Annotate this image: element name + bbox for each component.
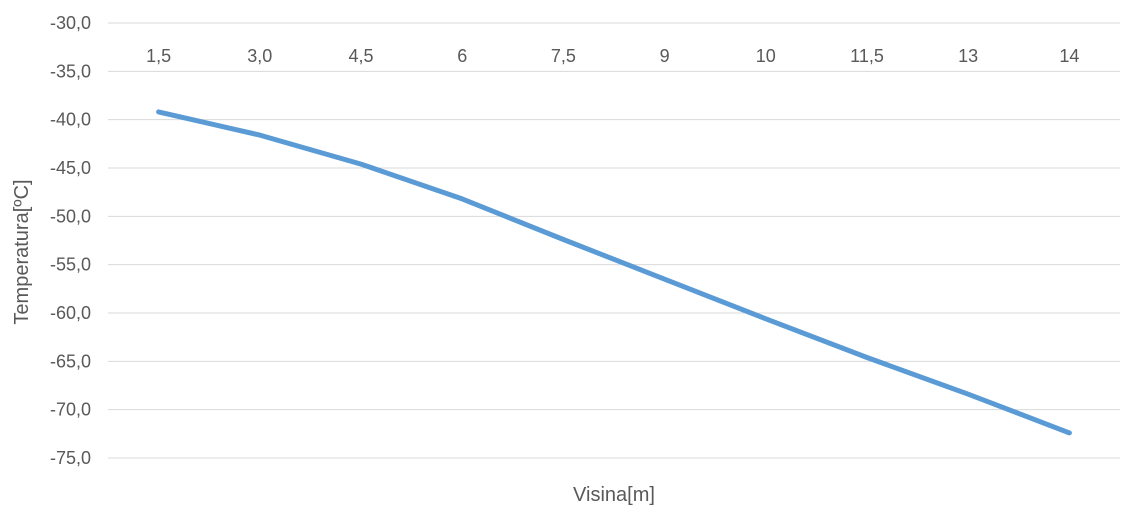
x-tick-label: 9 <box>660 46 670 66</box>
x-tick-label: 1,5 <box>146 46 171 66</box>
y-tick-label: -40,0 <box>50 110 91 130</box>
y-tick-label: -70,0 <box>50 400 91 420</box>
y-tick-label: -30,0 <box>50 13 91 33</box>
y-tick-label: -45,0 <box>50 158 91 178</box>
x-tick-label: 10 <box>756 46 776 66</box>
y-axis-label: Temperatura[ºC] <box>11 179 33 324</box>
x-tick-label: 11,5 <box>850 46 884 66</box>
y-tick-label: -50,0 <box>50 206 91 226</box>
x-tick-label: 14 <box>1059 46 1079 66</box>
gridlines <box>108 22 1120 459</box>
y-tick-label: -65,0 <box>50 351 91 371</box>
x-tick-label: 7,5 <box>551 46 576 66</box>
series-layer <box>156 109 1072 436</box>
x-tick-label: 3,0 <box>247 46 272 66</box>
y-tick-label: -35,0 <box>50 61 91 81</box>
y-axis-ticks: -30,0 -35,0 -40,0 -45,0 -50,0 -55,0 -60,0 -65,0… <box>50 13 91 468</box>
x-axis-ticks: 1,5 3,0 4,5 6 7,5 9 10 11,5 13 14 <box>146 46 1079 66</box>
y-tick-label: -55,0 <box>50 255 91 275</box>
x-tick-label: 13 <box>958 46 978 66</box>
y-tick-label: -60,0 <box>50 303 91 323</box>
x-tick-label: 6 <box>457 46 467 66</box>
y-tick-label: -75,0 <box>50 448 91 468</box>
x-axis-label: Visina[m] <box>573 484 655 506</box>
x-tick-label: 4,5 <box>348 46 373 66</box>
series-line <box>156 109 1072 436</box>
